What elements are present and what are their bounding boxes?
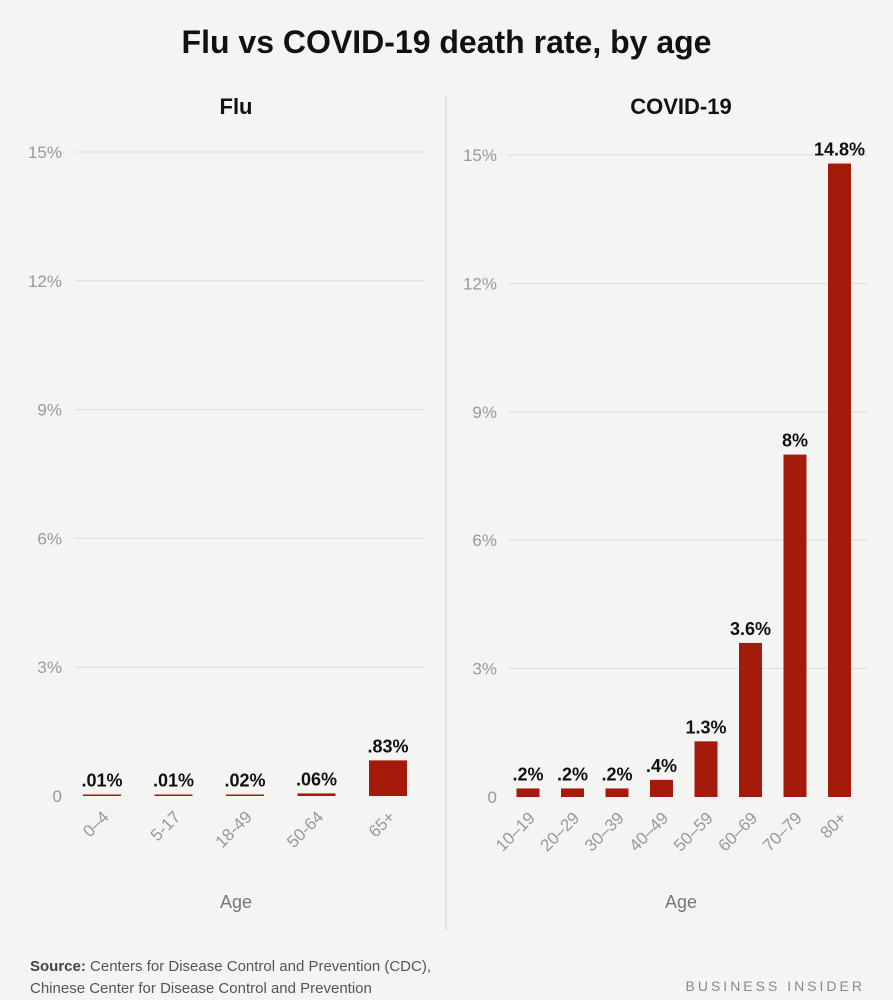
covid-bar-value-label: 3.6% — [730, 619, 771, 639]
covid-bar — [739, 642, 762, 797]
covid-x-tick-label: 30–39 — [581, 808, 628, 855]
covid-x-tick-label: 70–79 — [759, 808, 806, 855]
covid-bar-value-label: .2% — [557, 764, 588, 784]
flu-y-tick-label: 12% — [28, 272, 62, 291]
flu-panel-title: Flu — [220, 94, 253, 119]
covid-y-tick-label: 15% — [463, 146, 497, 165]
covid-x-tick-label: 40–49 — [625, 808, 672, 855]
covid-bar — [828, 163, 851, 797]
covid-bar — [694, 741, 718, 797]
covid-y-tick-label: 6% — [472, 531, 497, 550]
flu-x-tick-label: 50-64 — [283, 807, 327, 851]
flu-x-tick-label: 65+ — [365, 807, 399, 841]
flu-x-axis-title: Age — [220, 892, 252, 912]
covid-y-tick-label: 3% — [472, 660, 497, 679]
covid-bar-value-label: .2% — [512, 764, 543, 784]
covid-bar — [605, 788, 629, 797]
covid-panel-title: COVID-19 — [630, 94, 731, 119]
flu-bar — [226, 794, 264, 796]
covid-bar-value-label: 14.8% — [814, 140, 865, 160]
covid-x-tick-label: 10–19 — [492, 808, 539, 855]
source-note: Source: Centers for Disease Control and … — [30, 956, 431, 1000]
covid-y-tick-label: 0 — [488, 788, 497, 807]
flu-bar — [297, 793, 336, 796]
covid-y-tick-label: 12% — [463, 274, 497, 293]
flu-y-tick-label: 9% — [37, 401, 62, 420]
source-line-1: Centers for Disease Control and Preventi… — [90, 958, 432, 975]
covid-bar — [650, 779, 673, 797]
covid-x-tick-label: 20–29 — [536, 808, 583, 855]
covid-x-tick-label: 50–59 — [670, 808, 717, 855]
covid-y-tick-label: 9% — [472, 403, 497, 422]
flu-bar-value-label: .01% — [153, 771, 194, 791]
flu-y-tick-label: 6% — [37, 529, 62, 548]
covid-bar — [561, 788, 584, 797]
flu-bar — [83, 794, 121, 796]
flu-bar-value-label: .83% — [367, 736, 408, 756]
flu-x-tick-label: 0–4 — [79, 807, 112, 840]
flu-x-tick-label: 5-17 — [147, 807, 184, 844]
source-label: Source: — [30, 958, 86, 975]
source-line-2: Chinese Center for Disease Control and P… — [30, 980, 372, 997]
covid-x-tick-label: 80+ — [816, 808, 850, 842]
covid-bar — [516, 788, 540, 797]
flu-bar-value-label: .01% — [81, 771, 122, 791]
flu-y-tick-label: 0 — [53, 787, 62, 806]
covid-bar-value-label: .4% — [646, 756, 677, 776]
covid-bar-value-label: 8% — [782, 431, 808, 451]
flu-bar-value-label: .02% — [224, 771, 265, 791]
flu-y-tick-label: 3% — [37, 658, 62, 677]
covid-bar — [783, 454, 807, 797]
flu-bar-value-label: .06% — [296, 769, 337, 789]
flu-x-tick-label: 18-49 — [212, 807, 256, 851]
page-title: Flu vs COVID-19 death rate, by age — [181, 24, 712, 60]
brand-logo-text: BUSINESS INSIDER — [685, 978, 865, 994]
covid-x-axis-title: Age — [665, 892, 697, 912]
flu-bar — [154, 794, 193, 796]
flu-bar — [369, 760, 407, 796]
covid-bar-value-label: .2% — [601, 764, 632, 784]
charts-canvas: Flu 0 3% 6% 9% 12% 15% .01% 0–4 .01% 5-17 .02% 18-49… — [28, 94, 868, 930]
covid-x-tick-label: 60–69 — [714, 808, 761, 855]
covid-bar-value-label: 1.3% — [685, 717, 726, 737]
flu-y-tick-label: 15% — [28, 143, 62, 162]
